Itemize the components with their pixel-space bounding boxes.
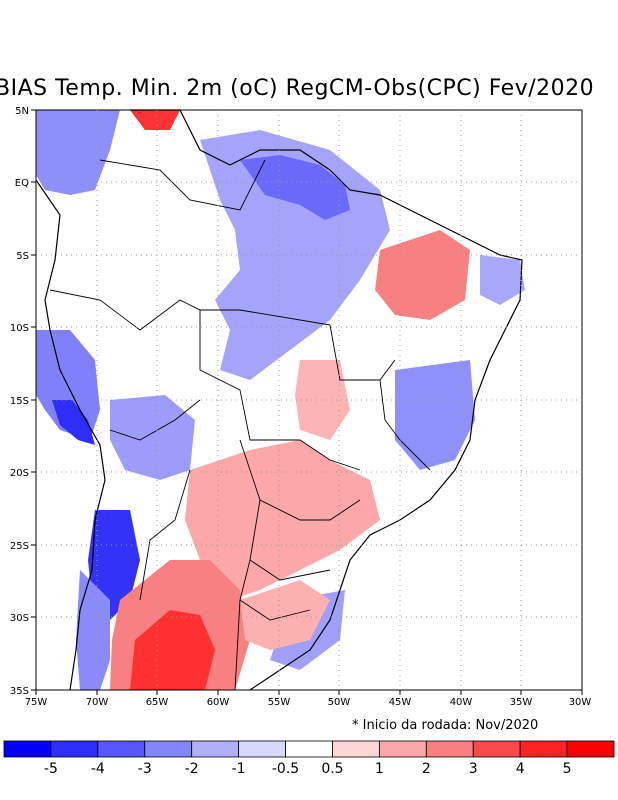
colorbar-label: 3 — [469, 761, 478, 777]
gridlines — [36, 110, 582, 690]
lat-label: 30S — [10, 613, 29, 624]
colorbar-box — [3, 740, 52, 758]
colorbar-labels: -5 -4 -3 -2 -1 -0.5 0.5 1 2 3 4 5 — [44, 761, 572, 777]
lat-label: 5S — [16, 251, 29, 262]
south-america-coastline — [35, 109, 523, 691]
lon-label: 35W — [510, 697, 533, 708]
lat-label: 20S — [10, 468, 29, 479]
lon-label: 40W — [450, 697, 473, 708]
cool-region-northeast — [480, 255, 525, 305]
colorbar-box — [97, 740, 146, 758]
strong-cool-amapa — [240, 155, 350, 220]
colorbar-box — [238, 740, 286, 758]
warm-region-center — [185, 440, 380, 600]
lat-label: 10S — [10, 323, 29, 334]
lat-label: 15S — [10, 396, 29, 407]
lon-label: 65W — [146, 697, 169, 708]
colorbar-label: 5 — [563, 761, 572, 777]
cool-region-northwest — [36, 110, 120, 195]
colorbar-label: -4 — [91, 761, 105, 777]
lat-label: EQ — [15, 178, 29, 189]
colorbar-box — [472, 740, 521, 758]
strong-cool-peru-coast — [52, 400, 95, 445]
lat-label: 5N — [15, 106, 29, 117]
colorbar-box — [519, 740, 568, 758]
cool-region-east — [395, 360, 475, 470]
lat-label: 35S — [10, 686, 29, 697]
colorbar-box — [566, 740, 615, 758]
lon-label: 60W — [207, 697, 230, 708]
lon-label: 45W — [389, 697, 412, 708]
colorbar: -5 -4 -3 -2 -1 -0.5 0.5 1 2 3 4 5 — [3, 740, 615, 777]
cool-region-bolivia — [110, 395, 195, 480]
warm-region-south-brazil — [240, 580, 330, 650]
colorbar-label: -1 — [232, 761, 246, 777]
lon-labels: 75W 70W 65W 60W 55W 50W 45W 40W 35W 30W — [25, 697, 592, 708]
map-title-text: BIAS Temp. Min. 2m (oC) RegCM-Obs(CPC) F… — [0, 76, 595, 101]
colorbar-label: 2 — [422, 761, 431, 777]
run-start-note: * Inicio da rodada: Nov/2020 — [352, 718, 539, 733]
strong-warm-north-tip — [130, 110, 180, 130]
bias-field — [36, 110, 525, 690]
colorbar-box — [378, 740, 427, 758]
brazil-interior-borders — [49, 159, 431, 691]
axis-ticks — [31, 109, 583, 695]
lon-label: 70W — [86, 697, 109, 708]
lon-label: 55W — [268, 697, 291, 708]
colorbar-boxes — [3, 740, 615, 758]
colorbar-label: -5 — [44, 761, 58, 777]
lat-label: 25S — [10, 541, 29, 552]
colorbar-box — [50, 740, 99, 758]
colorbar-label: 4 — [516, 761, 525, 777]
lon-label: 50W — [328, 697, 351, 708]
colorbar-box — [425, 740, 474, 758]
colorbar-box — [332, 740, 380, 758]
colorbar-label: -3 — [138, 761, 152, 777]
colorbar-label: -2 — [185, 761, 199, 777]
map-title: BIAS Temp. Min. 2m (oC) RegCM-Obs(CPC) F… — [0, 72, 618, 106]
lon-label: 30W — [569, 697, 592, 708]
colorbar-box — [191, 740, 240, 758]
colorbar-box — [285, 740, 333, 758]
cool-region-chile — [76, 570, 110, 690]
lat-labels: 5N EQ 5S 10S 15S 20S 25S 30S 35S — [10, 106, 29, 697]
warm-region-northeast — [375, 230, 470, 320]
colorbar-box — [144, 740, 193, 758]
lon-label: 75W — [25, 697, 48, 708]
colorbar-label: 0.5 — [321, 761, 343, 777]
country-borders — [35, 109, 523, 691]
strong-warm-argentina — [130, 610, 215, 690]
warm-region-bahia — [295, 360, 350, 440]
colorbar-label: 1 — [375, 761, 384, 777]
colorbar-label: -0.5 — [272, 761, 299, 777]
